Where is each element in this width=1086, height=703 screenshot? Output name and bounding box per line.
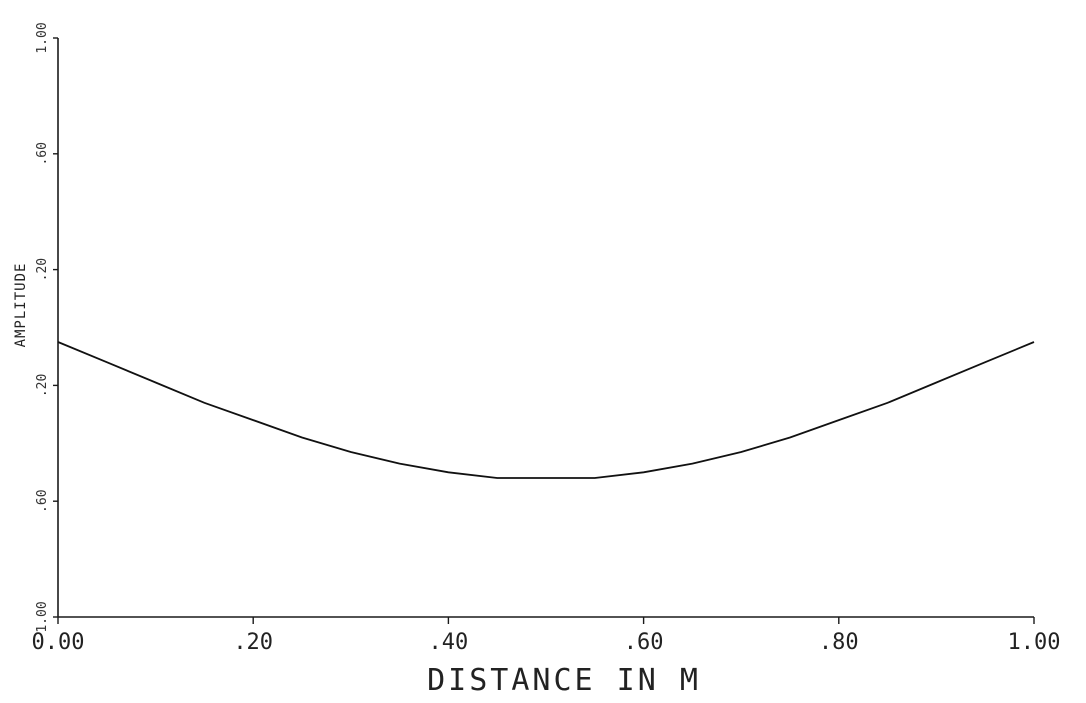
ticks (53, 37, 1035, 624)
x-tick-label: .20 (233, 630, 273, 655)
axes (57, 38, 1034, 618)
y-tick-label: 1.00 (35, 601, 50, 632)
y-tick-label: .60 (35, 489, 50, 512)
x-tick-label: .80 (819, 630, 859, 655)
x-tick-label: 1.00 (1008, 630, 1061, 655)
y-tick-label: .20 (35, 258, 50, 281)
x-tick-label: .60 (624, 630, 664, 655)
x-tick-label: .40 (429, 630, 469, 655)
y-axis-label: AMPLITUDE (13, 263, 29, 348)
series-line (57, 341, 1035, 479)
tick-labels: 0.00 .20 .40 .60 .80 1.00 1.00 .60 .20 .20 .60 1.00 (32, 22, 1061, 655)
y-tick-label: .60 (35, 142, 50, 165)
series-layer (57, 341, 1035, 479)
y-tick-label: 1.00 (35, 22, 50, 53)
x-axis-label: DISTANCE IN M (427, 663, 701, 698)
x-tick-label: 0.00 (32, 630, 85, 655)
y-tick-label: .20 (35, 374, 50, 397)
